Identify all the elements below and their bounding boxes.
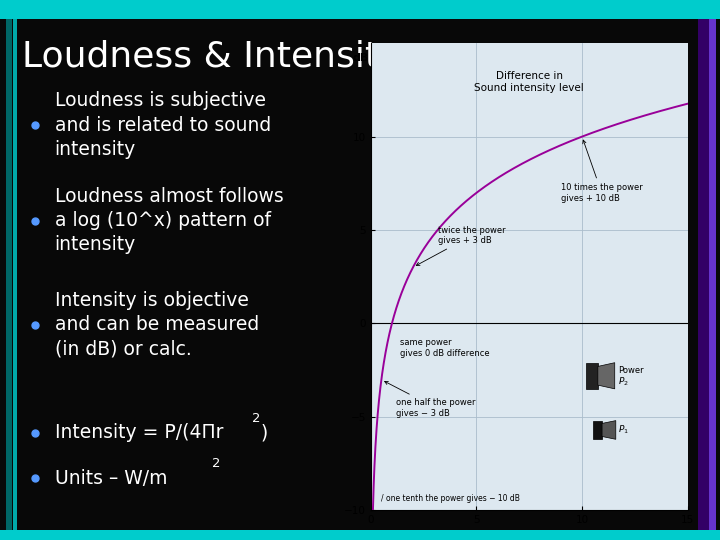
Text: twice the power
gives + 3 dB: twice the power gives + 3 dB — [416, 226, 506, 266]
Polygon shape — [598, 363, 615, 389]
Text: same power
gives 0 dB difference: same power gives 0 dB difference — [400, 339, 490, 358]
Text: Loudness & Intensity: Loudness & Intensity — [22, 40, 400, 73]
Text: 2: 2 — [212, 457, 220, 470]
Text: $P_2$
—
$P_1$: $P_2$ — $P_1$ — [688, 538, 700, 540]
Text: one half the power
gives − 3 dB: one half the power gives − 3 dB — [384, 381, 476, 417]
Text: dB: dB — [352, 52, 369, 63]
Text: / one tenth the power gives − 10 dB: / one tenth the power gives − 10 dB — [382, 494, 521, 503]
Bar — [586, 363, 598, 389]
Text: 2: 2 — [252, 411, 261, 424]
Bar — [593, 421, 602, 440]
Text: ): ) — [260, 423, 267, 442]
Text: $P_1$: $P_1$ — [618, 424, 629, 436]
Text: Loudness almost follows
a log (10^x) pattern of
intensity: Loudness almost follows a log (10^x) pat… — [55, 187, 284, 254]
Text: Power: Power — [618, 366, 644, 375]
Text: Intensity = P/(4Πr: Intensity = P/(4Πr — [55, 423, 223, 442]
Text: Units – W/m: Units – W/m — [55, 469, 167, 488]
Text: Difference in
Sound intensity level: Difference in Sound intensity level — [474, 71, 584, 93]
Text: $P_2$: $P_2$ — [618, 375, 629, 388]
Text: 10 times the power
gives + 10 dB: 10 times the power gives + 10 dB — [561, 140, 643, 202]
Polygon shape — [602, 421, 616, 440]
Text: Intensity is objective
and can be measured
(in dB) or calc.: Intensity is objective and can be measur… — [55, 291, 259, 359]
Text: Loudness is subjective
and is related to sound
intensity: Loudness is subjective and is related to… — [55, 91, 271, 159]
